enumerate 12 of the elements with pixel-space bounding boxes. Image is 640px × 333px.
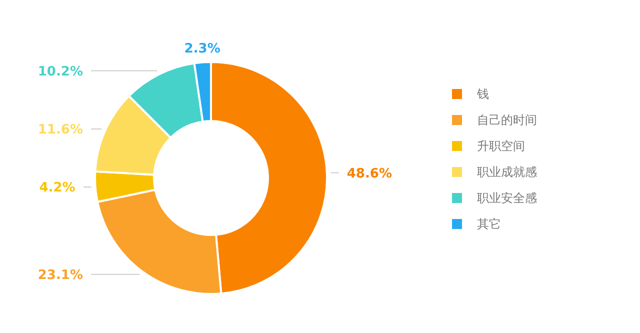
legend-label: 职业安全感 bbox=[477, 191, 537, 206]
legend-label: 自己的时间 bbox=[477, 113, 537, 128]
legend-label: 其它 bbox=[477, 217, 501, 232]
legend-label: 职业成就感 bbox=[477, 165, 537, 180]
data-label: 10.2% bbox=[38, 64, 83, 80]
legend-label: 钱 bbox=[476, 87, 489, 102]
legend-label: 升职空间 bbox=[477, 139, 525, 154]
data-label: 4.2% bbox=[39, 180, 76, 196]
data-label: 48.6% bbox=[346, 166, 392, 182]
data-label: 11.6% bbox=[38, 122, 83, 138]
data-label: 23.1% bbox=[38, 268, 83, 283]
data-label: 2.3% bbox=[184, 41, 220, 56]
